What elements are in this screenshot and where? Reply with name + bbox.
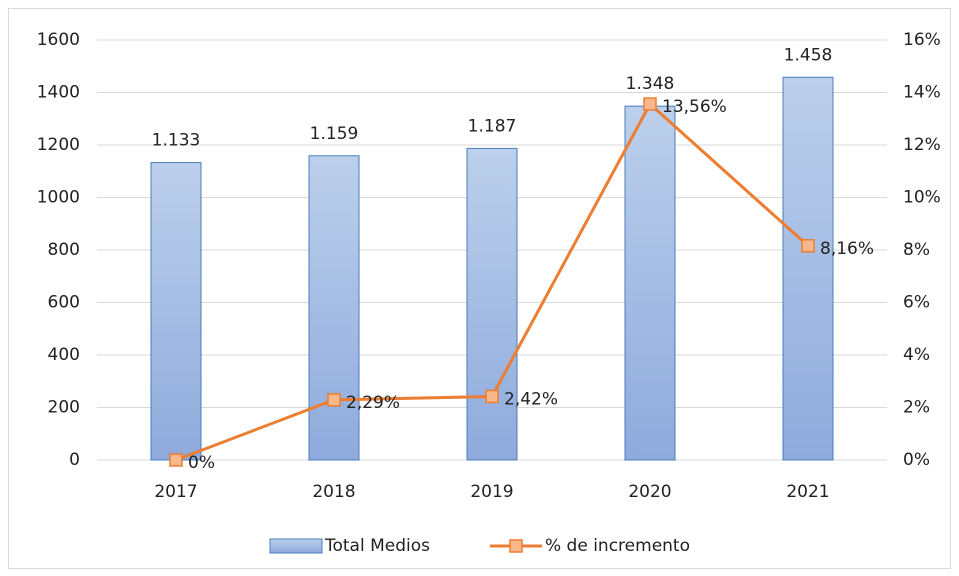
y-tick-label: 0 [69, 450, 80, 470]
y2-tick-label: 4% [903, 345, 930, 365]
y2-tick-label: 8% [903, 240, 930, 260]
y2-tick-label: 2% [903, 398, 930, 418]
line-marker [801, 239, 815, 253]
y2-tick-label: 6% [903, 293, 930, 313]
x-tick-label: 2021 [786, 482, 829, 502]
bar [466, 147, 518, 461]
x-tick-label: 2020 [628, 482, 671, 502]
y2-tick-label: 14% [903, 83, 941, 103]
x-tick-label: 2019 [470, 482, 513, 502]
legend-label: % de incremento [545, 536, 690, 556]
y-tick-label: 400 [48, 345, 80, 365]
y-tick-label: 200 [48, 398, 80, 418]
x-tick-label: 2018 [312, 482, 355, 502]
bar-value-label: 1.133 [152, 131, 201, 151]
y-tick-label: 1000 [37, 188, 80, 208]
legend-swatch [509, 539, 523, 553]
line-value-label: 8,16% [820, 239, 874, 259]
bar-value-label: 1.348 [626, 74, 675, 94]
y2-tick-label: 0% [903, 450, 930, 470]
line-value-label: 13,56% [662, 97, 727, 117]
line-value-label: 2,42% [504, 389, 558, 409]
line-value-label: 2,29% [346, 393, 400, 413]
line-marker [643, 97, 657, 111]
bar-value-label: 1.187 [468, 116, 517, 136]
bar-value-label: 1.159 [310, 124, 359, 144]
y-tick-label: 600 [48, 293, 80, 313]
line-marker [169, 453, 183, 467]
y-tick-label: 1600 [37, 30, 80, 50]
y2-tick-label: 12% [903, 135, 941, 155]
bar [624, 105, 676, 461]
x-tick-label: 2017 [154, 482, 197, 502]
y-tick-label: 1400 [37, 83, 80, 103]
y-tick-label: 1200 [37, 135, 80, 155]
y2-tick-label: 10% [903, 188, 941, 208]
y2-tick-label: 16% [903, 30, 941, 50]
line-marker [485, 389, 499, 404]
legend-label: Total Medios [324, 536, 430, 556]
y-tick-label: 800 [48, 240, 80, 260]
line-marker [327, 393, 341, 407]
bar [308, 155, 360, 461]
bar [150, 162, 202, 461]
line-value-label: 0% [188, 453, 215, 473]
legend-swatch [269, 538, 323, 554]
bar [782, 76, 834, 461]
bar-value-label: 1.458 [784, 45, 833, 65]
